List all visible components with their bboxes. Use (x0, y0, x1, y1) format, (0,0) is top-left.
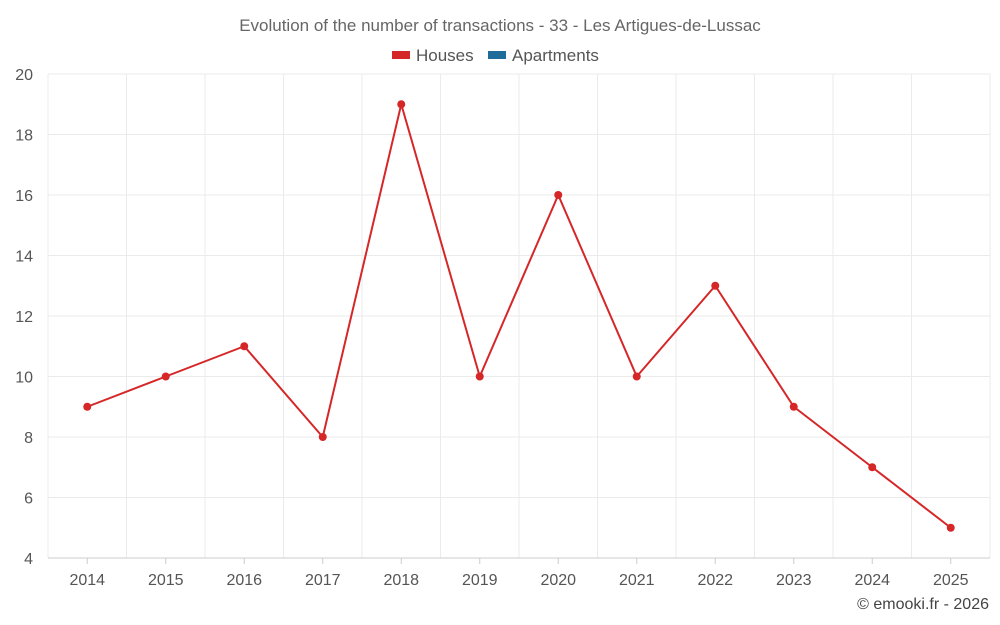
legend-item-apartments[interactable]: Apartments (488, 46, 599, 65)
x-tick-label: 2015 (148, 572, 184, 589)
data-point-houses-2024[interactable] (868, 463, 877, 472)
series (83, 100, 955, 532)
series-line-houses (86, 103, 952, 529)
y-tick-label: 16 (15, 188, 33, 205)
y-tick-label: 20 (15, 67, 33, 84)
x-tick-label: 2025 (933, 572, 969, 589)
grid (47, 73, 991, 559)
x-tick-label: 2017 (305, 572, 341, 589)
legend-swatch-houses (392, 51, 410, 59)
data-point-houses-2022[interactable] (711, 281, 720, 290)
data-point-houses-2014[interactable] (83, 402, 92, 411)
x-tick-label: 2018 (383, 572, 419, 589)
legend-item-houses[interactable]: Houses (392, 46, 474, 65)
x-tick-label: 2020 (540, 572, 576, 589)
data-point-houses-2015[interactable] (161, 372, 170, 381)
chart-title: Evolution of the number of transactions … (239, 16, 761, 35)
y-axis-ticks: 4 6 8 10 12 14 16 18 20 (15, 67, 33, 568)
x-axis-ticks: 2014 2015 2016 2017 2018 2019 2020 2021 2022 2023… (69, 558, 969, 589)
y-tick-label: 18 (15, 128, 33, 145)
x-tick-label: 2016 (226, 572, 262, 589)
x-tick-label: 2024 (854, 572, 890, 589)
legend-swatch-apartments (488, 51, 506, 59)
data-point-houses-2016[interactable] (240, 342, 249, 351)
y-tick-label: 14 (15, 249, 33, 266)
data-point-houses-2021[interactable] (632, 372, 641, 381)
y-tick-label: 10 (15, 370, 33, 387)
credit-text: © emooki.fr - 2026 (857, 596, 989, 613)
x-tick-label: 2022 (697, 572, 733, 589)
legend: Houses Apartments (392, 46, 599, 65)
data-point-houses-2018[interactable] (397, 100, 406, 109)
x-tick-label: 2019 (462, 572, 498, 589)
y-tick-label: 12 (15, 309, 33, 326)
y-tick-label: 8 (24, 430, 33, 447)
x-tick-label: 2014 (69, 572, 105, 589)
x-tick-label: 2021 (619, 572, 655, 589)
y-tick-label: 4 (24, 551, 33, 568)
data-point-houses-2025[interactable] (946, 523, 955, 532)
data-point-houses-2020[interactable] (554, 191, 563, 199)
legend-label-apartments: Apartments (512, 46, 599, 65)
data-point-houses-2017[interactable] (318, 433, 327, 441)
legend-label-houses: Houses (416, 46, 474, 65)
y-tick-label: 6 (24, 491, 33, 508)
data-point-houses-2023[interactable] (789, 402, 798, 411)
data-point-houses-2019[interactable] (475, 372, 484, 381)
x-tick-label: 2023 (776, 572, 812, 589)
